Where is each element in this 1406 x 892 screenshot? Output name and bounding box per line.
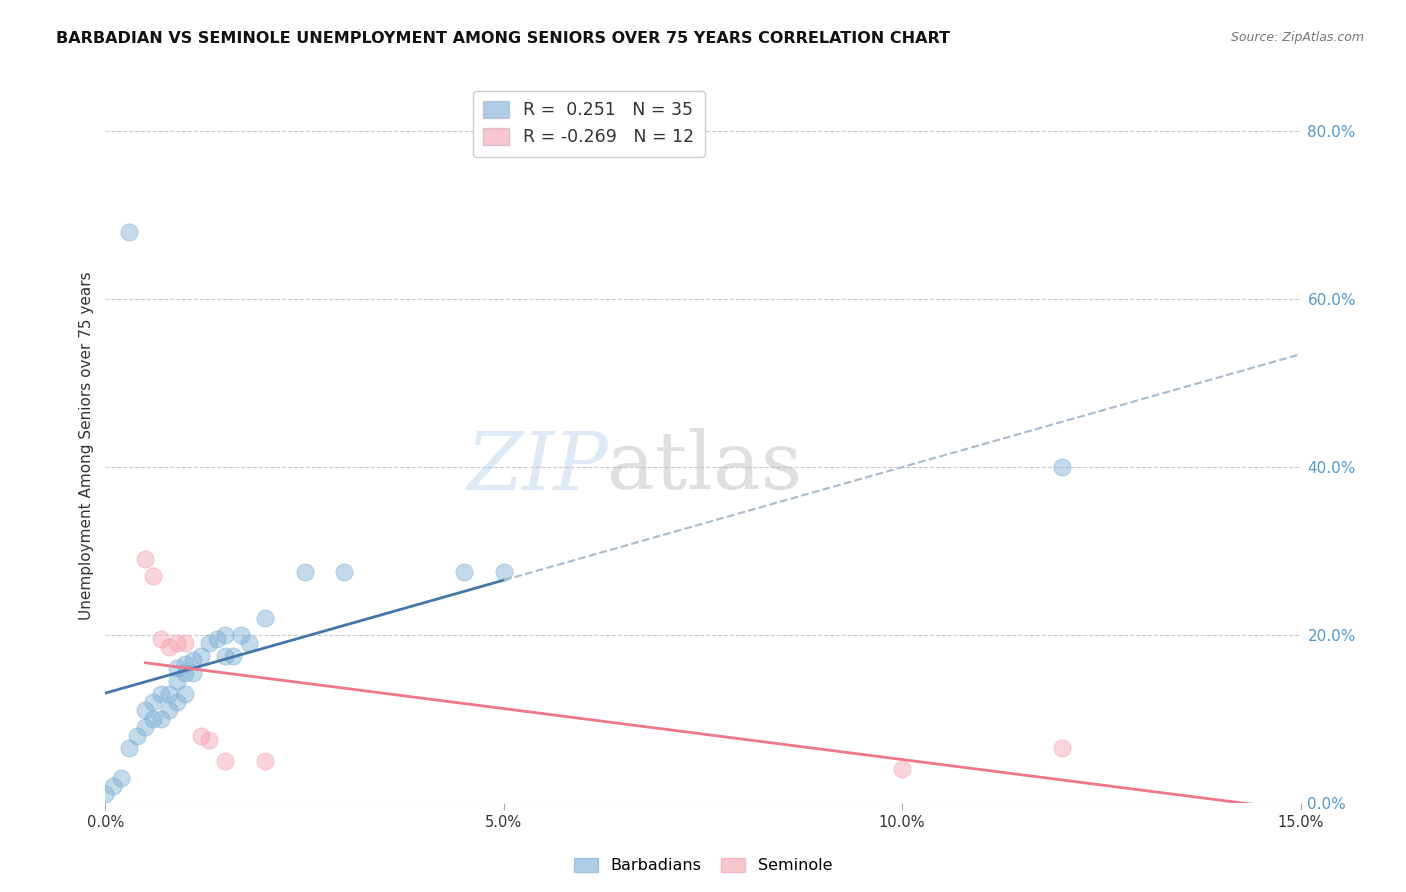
Point <box>253 754 276 768</box>
Point <box>134 720 156 734</box>
Point <box>229 628 252 642</box>
Point <box>157 687 180 701</box>
Point <box>174 636 197 650</box>
Point <box>127 729 149 743</box>
Text: BARBADIAN VS SEMINOLE UNEMPLOYMENT AMONG SENIORS OVER 75 YEARS CORRELATION CHART: BARBADIAN VS SEMINOLE UNEMPLOYMENT AMONG… <box>56 31 950 46</box>
Point <box>166 674 188 689</box>
Point <box>205 632 228 646</box>
Point <box>94 788 117 802</box>
Point <box>134 703 156 717</box>
Point <box>453 565 475 579</box>
Point <box>174 665 197 680</box>
Point <box>142 695 165 709</box>
Point <box>118 225 141 239</box>
Point <box>198 732 221 747</box>
Point <box>166 636 188 650</box>
Point <box>166 661 188 675</box>
Point <box>157 640 180 655</box>
Point <box>157 703 180 717</box>
Point <box>110 771 132 785</box>
Point <box>142 569 165 583</box>
Point <box>333 565 356 579</box>
Point <box>238 636 260 650</box>
Text: atlas: atlas <box>607 428 803 507</box>
Point <box>134 552 156 566</box>
Point <box>181 665 204 680</box>
Point <box>190 648 212 663</box>
Text: Source: ZipAtlas.com: Source: ZipAtlas.com <box>1230 31 1364 45</box>
Point <box>253 611 276 625</box>
Text: ZIP: ZIP <box>465 429 607 506</box>
Point <box>174 687 197 701</box>
Point <box>198 636 221 650</box>
Point <box>181 653 204 667</box>
Point <box>166 695 188 709</box>
Point <box>214 754 236 768</box>
Legend: Barbadians, Seminole: Barbadians, Seminole <box>568 851 838 880</box>
Point <box>891 762 914 776</box>
Y-axis label: Unemployment Among Seniors over 75 years: Unemployment Among Seniors over 75 years <box>79 272 94 620</box>
Point <box>150 687 173 701</box>
Point <box>294 565 316 579</box>
Point <box>1050 460 1073 475</box>
Point <box>150 712 173 726</box>
Point <box>214 648 236 663</box>
Point <box>174 657 197 672</box>
Point <box>492 565 515 579</box>
Point <box>1050 741 1073 756</box>
Point <box>103 779 125 793</box>
Point <box>150 632 173 646</box>
Point <box>142 712 165 726</box>
Point <box>190 729 212 743</box>
Point <box>118 741 141 756</box>
Point <box>222 648 245 663</box>
Legend: R =  0.251   N = 35, R = -0.269   N = 12: R = 0.251 N = 35, R = -0.269 N = 12 <box>472 91 704 157</box>
Point <box>214 628 236 642</box>
